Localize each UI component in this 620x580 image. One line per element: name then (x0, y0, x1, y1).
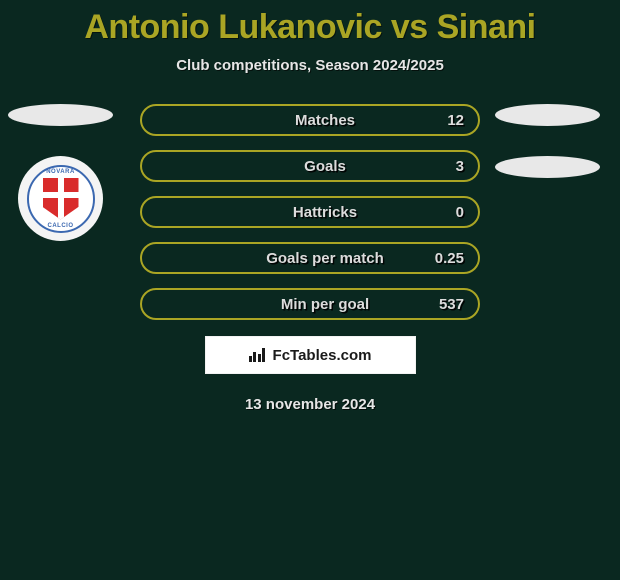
badge-text-bottom: CALCIO (48, 223, 74, 229)
stat-value: 12 (447, 112, 464, 129)
stat-label: Matches (142, 112, 478, 129)
stat-value: 0.25 (435, 250, 464, 267)
stat-value: 3 (456, 158, 464, 175)
stat-row-goals: Goals 3 (140, 150, 480, 182)
content-area: NOVARA CALCIO Matches 12 Goals 3 Hattric… (0, 104, 620, 413)
stat-row-min-per-goal: Min per goal 537 (140, 288, 480, 320)
team-badge: NOVARA CALCIO (18, 156, 103, 241)
brand-box[interactable]: FcTables.com (203, 334, 418, 376)
page-title: Antonio Lukanovic vs Sinani (0, 0, 620, 47)
date-label: 13 november 2024 (0, 396, 620, 413)
right-decoration (495, 104, 600, 208)
stat-row-hattricks: Hattricks 0 (140, 196, 480, 228)
badge-text-top: NOVARA (46, 169, 75, 175)
shield-icon (43, 178, 79, 220)
badge-inner: NOVARA CALCIO (27, 165, 95, 233)
bar-chart-icon (249, 348, 267, 362)
stat-label: Hattricks (142, 204, 478, 221)
ellipse-shape (8, 104, 113, 126)
stat-row-goals-per-match: Goals per match 0.25 (140, 242, 480, 274)
stat-value: 537 (439, 296, 464, 313)
stat-label: Goals (142, 158, 478, 175)
stat-value: 0 (456, 204, 464, 221)
subtitle: Club competitions, Season 2024/2025 (0, 57, 620, 74)
brand-text: FcTables.com (273, 347, 372, 364)
left-decoration: NOVARA CALCIO (8, 104, 113, 241)
ellipse-shape (495, 156, 600, 178)
stats-container: Matches 12 Goals 3 Hattricks 0 Goals per… (140, 104, 480, 320)
ellipse-shape (495, 104, 600, 126)
stat-label: Min per goal (142, 296, 478, 313)
stat-row-matches: Matches 12 (140, 104, 480, 136)
stat-label: Goals per match (142, 250, 478, 267)
